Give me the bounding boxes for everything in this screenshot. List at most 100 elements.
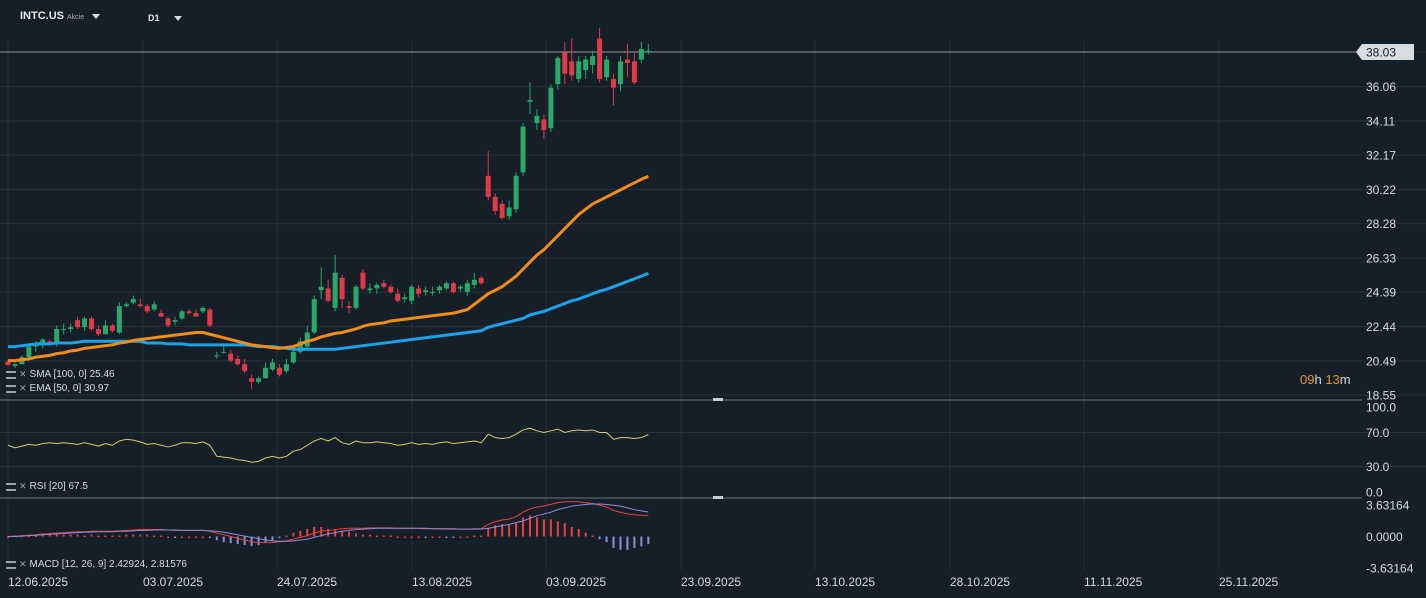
candle: [346, 306, 352, 308]
macd-histogram-bar: [104, 535, 107, 538]
macd-legend[interactable]: ✕ MACD [12, 26, 9] 2.42924, 2.81576: [6, 559, 187, 570]
candle: [33, 344, 39, 347]
macd-signal-line: [8, 503, 649, 542]
candle: [388, 286, 394, 292]
candle: [471, 279, 477, 285]
settings-icon[interactable]: [6, 384, 16, 393]
macd-histogram-bar: [410, 536, 413, 538]
candle: [360, 272, 366, 289]
macd-histogram-bar: [76, 534, 79, 537]
ema-legend[interactable]: ✕ EMA [50, 0] 30.97: [6, 383, 109, 394]
macd-histogram-bar: [41, 534, 44, 537]
macd-histogram-bar: [647, 536, 650, 544]
macd-histogram-bar: [167, 536, 170, 538]
candle: [283, 364, 289, 372]
candle: [186, 311, 192, 314]
date-tick-label: 03.09.2025: [546, 575, 606, 589]
candle: [221, 351, 227, 353]
candle: [534, 115, 540, 123]
symbol-name: INTC.US: [20, 10, 64, 22]
macd-histogram-bar: [83, 535, 86, 538]
macd-histogram-bar: [598, 536, 601, 540]
macd-histogram-bar: [90, 534, 93, 537]
candle: [492, 196, 498, 211]
candle: [437, 286, 443, 291]
rsi-tick-label: 0.0: [1366, 486, 1383, 500]
candle: [158, 313, 164, 317]
macd-histogram-bar: [459, 536, 462, 538]
macd-histogram-bar: [271, 536, 274, 541]
candle: [26, 346, 32, 358]
candle: [457, 286, 463, 289]
macd-histogram-bar: [125, 534, 128, 537]
ema-line: [8, 174, 649, 363]
macd-histogram-bar: [584, 532, 587, 537]
last-price-badge: [1356, 44, 1414, 60]
close-icon[interactable]: ✕: [19, 383, 27, 393]
candle: [624, 59, 630, 64]
macd-histogram-bar: [508, 525, 511, 537]
macd-histogram-bar: [34, 535, 37, 538]
candle: [165, 318, 171, 326]
candle: [172, 320, 178, 322]
candle: [402, 297, 408, 300]
candle: [130, 299, 136, 303]
candle: [569, 61, 575, 76]
candle: [263, 367, 269, 379]
macd-histogram-bar: [480, 535, 483, 538]
close-icon[interactable]: ✕: [19, 369, 27, 379]
symbol-selector[interactable]: INTC.US Akcie: [20, 10, 101, 22]
macd-histogram-bar: [194, 536, 197, 538]
macd-histogram-bar: [431, 536, 434, 538]
macd-histogram-bar: [160, 535, 163, 538]
macd-histogram-bar: [549, 519, 552, 537]
macd-histogram-bar: [292, 532, 295, 537]
sma-line: [8, 271, 649, 351]
macd-histogram-bar: [466, 536, 469, 538]
price-tick-label: 34.11: [1366, 115, 1395, 129]
last-price-label: 38.03: [1366, 46, 1396, 60]
rsi-line: [7, 427, 649, 463]
candle: [75, 320, 81, 328]
candle: [645, 50, 651, 53]
date-tick-label: 25.11.2025: [1219, 575, 1278, 589]
macd-histogram-bar: [139, 534, 142, 537]
macd-histogram-bar: [341, 530, 344, 537]
macd-histogram-bar: [396, 536, 399, 538]
sma-label: SMA [100, 0] 25.46: [29, 369, 115, 380]
settings-icon[interactable]: [6, 560, 16, 569]
candle: [68, 327, 74, 329]
settings-icon[interactable]: [6, 482, 16, 491]
rsi-tick-label: 70.0: [1366, 426, 1390, 440]
price-tick-label: 32.17: [1366, 149, 1396, 163]
macd-histogram-bar: [7, 536, 9, 538]
close-icon[interactable]: ✕: [19, 481, 27, 491]
timeframe-selector[interactable]: D1: [148, 13, 182, 23]
candle: [290, 351, 296, 363]
candle: [430, 291, 436, 293]
candle: [597, 38, 603, 79]
macd-histogram-bar: [556, 521, 559, 537]
macd-histogram-bar: [605, 536, 608, 543]
macd-histogram-bar: [612, 536, 615, 548]
settings-icon[interactable]: [6, 370, 16, 379]
rsi-legend[interactable]: ✕ RSI [20] 67.5: [6, 481, 88, 492]
candle: [179, 311, 185, 319]
macd-histogram-bar: [285, 535, 288, 538]
close-icon[interactable]: ✕: [19, 559, 27, 569]
sma-legend[interactable]: ✕ SMA [100, 0] 25.46: [6, 369, 115, 380]
candle: [256, 378, 262, 382]
macd-histogram-bar: [111, 535, 114, 538]
candle: [409, 286, 415, 301]
candle: [520, 126, 526, 173]
candle: [123, 304, 129, 307]
macd-histogram-bar: [222, 536, 225, 543]
candle: [5, 361, 11, 366]
rsi-tick-label: 100.0: [1366, 401, 1396, 415]
candle: [318, 286, 324, 291]
macd-histogram-bar: [181, 536, 183, 538]
candle: [353, 286, 359, 308]
candle: [548, 87, 554, 129]
candle: [395, 293, 401, 301]
